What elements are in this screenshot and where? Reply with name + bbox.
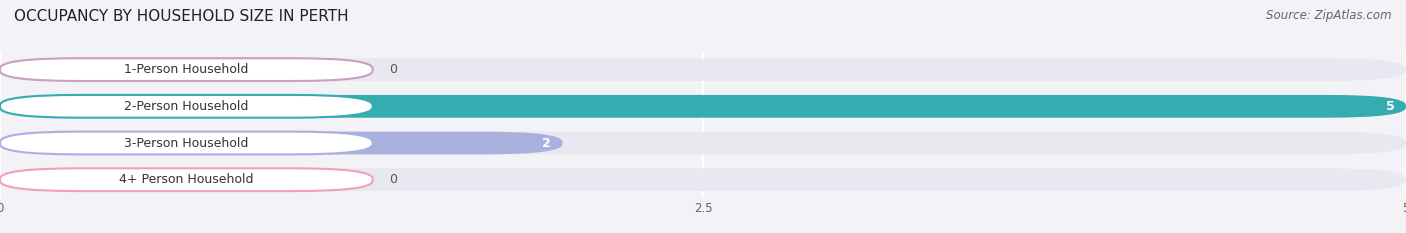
Text: 1-Person Household: 1-Person Household bbox=[124, 63, 249, 76]
FancyBboxPatch shape bbox=[0, 168, 373, 191]
Text: 5: 5 bbox=[1386, 100, 1395, 113]
FancyBboxPatch shape bbox=[0, 132, 562, 154]
FancyBboxPatch shape bbox=[0, 132, 1406, 154]
FancyBboxPatch shape bbox=[0, 58, 373, 81]
FancyBboxPatch shape bbox=[0, 95, 1406, 118]
Text: 4+ Person Household: 4+ Person Household bbox=[120, 173, 253, 186]
Text: 0: 0 bbox=[389, 173, 398, 186]
Text: 3-Person Household: 3-Person Household bbox=[124, 137, 249, 150]
FancyBboxPatch shape bbox=[0, 58, 1406, 81]
Text: Source: ZipAtlas.com: Source: ZipAtlas.com bbox=[1267, 9, 1392, 22]
FancyBboxPatch shape bbox=[0, 95, 1406, 118]
Text: 2-Person Household: 2-Person Household bbox=[124, 100, 249, 113]
FancyBboxPatch shape bbox=[0, 132, 373, 154]
Text: 2: 2 bbox=[543, 137, 551, 150]
Text: 0: 0 bbox=[389, 63, 398, 76]
FancyBboxPatch shape bbox=[0, 168, 1406, 191]
FancyBboxPatch shape bbox=[0, 95, 373, 118]
Text: OCCUPANCY BY HOUSEHOLD SIZE IN PERTH: OCCUPANCY BY HOUSEHOLD SIZE IN PERTH bbox=[14, 9, 349, 24]
